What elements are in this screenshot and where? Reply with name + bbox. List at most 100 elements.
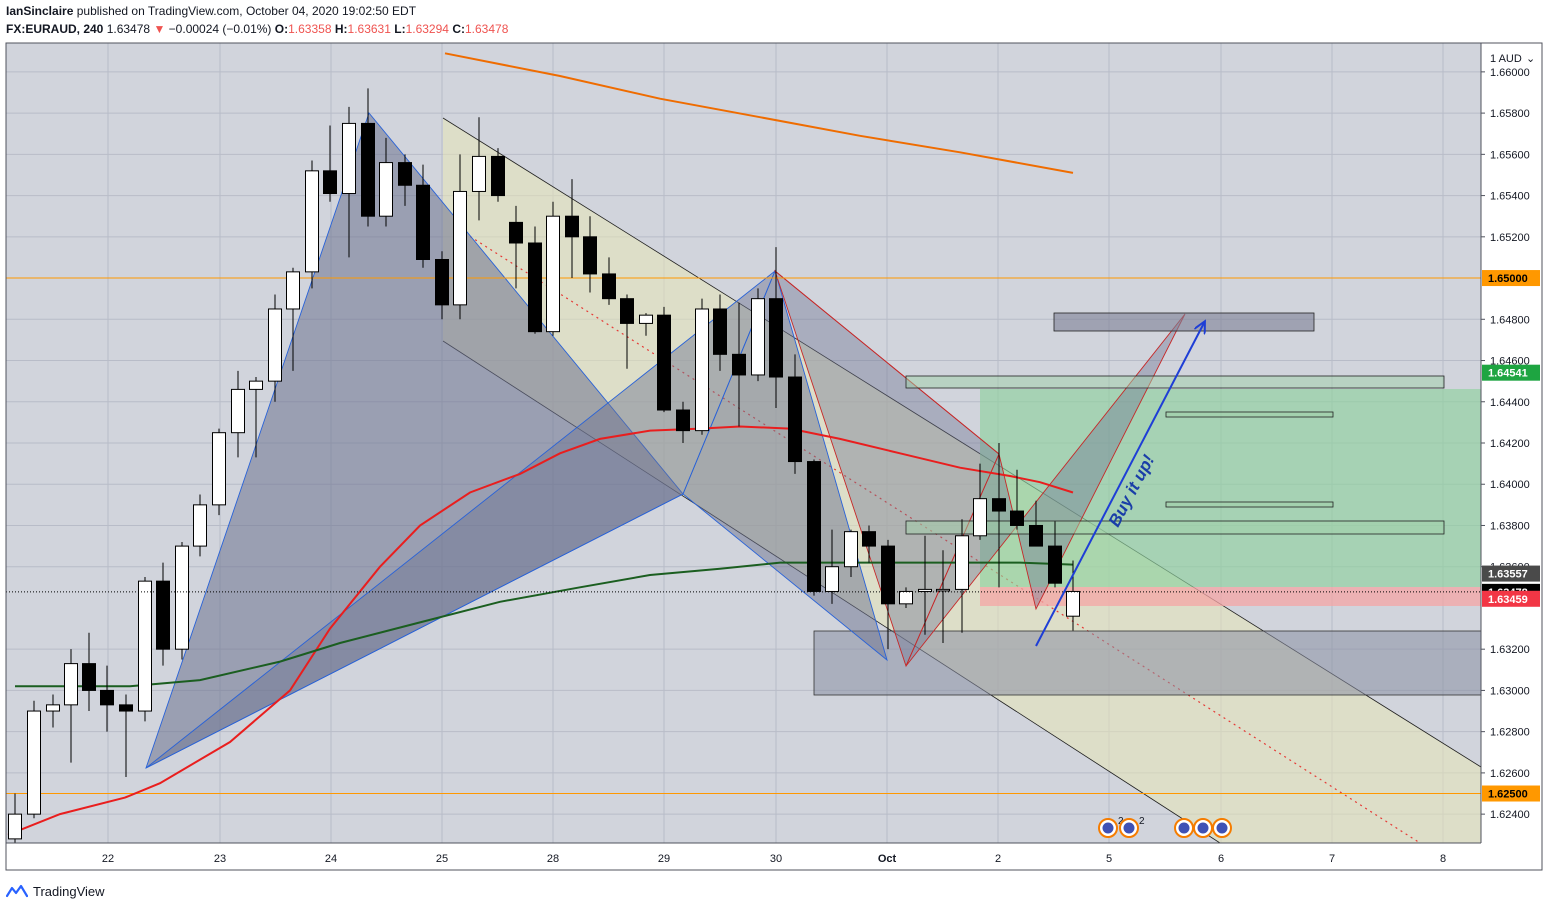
resistance-box-2: [1165, 411, 1334, 418]
candle-body: [119, 704, 133, 712]
x-tick-label: 30: [770, 853, 782, 865]
candle: [416, 164, 430, 268]
candle: [453, 154, 467, 320]
candle: [249, 377, 263, 458]
y-tick-label: 1.63000: [1490, 685, 1530, 697]
candle: [955, 519, 969, 633]
symbol-label: FX:EURAUD, 240: [6, 22, 104, 36]
y-tick-label: 1.66000: [1490, 67, 1530, 79]
candle: [268, 294, 282, 402]
candle-body: [732, 353, 746, 376]
x-tick-label: 28: [547, 853, 559, 865]
low-value: 1.63294: [405, 22, 449, 36]
down-arrow-icon: ▼: [153, 22, 166, 36]
x-axis[interactable]: 22 23 24 25 28 29 30 Oct 2 5 6 7 8: [102, 853, 1446, 865]
candle-body: [546, 215, 560, 333]
price-tag-label: 1.65000: [1488, 273, 1528, 285]
publish-info: published on TradingView.com, October 04…: [76, 4, 417, 18]
candle-body: [602, 273, 616, 300]
x-tick-label: 25: [436, 853, 448, 865]
candle-body: [398, 162, 412, 186]
candle: [472, 117, 486, 221]
candle: [602, 257, 616, 305]
candle-body: [175, 545, 189, 650]
footer-brand[interactable]: TradingView: [33, 883, 105, 899]
candle: [973, 463, 987, 540]
candle-body: [509, 221, 523, 244]
event-core: [1178, 822, 1190, 834]
candle-body: [82, 663, 96, 691]
candle-body: [936, 588, 950, 592]
candle: [1048, 521, 1062, 588]
x-tick-label: 5: [1106, 853, 1112, 865]
calendar-event-icon[interactable]: 2: [1119, 816, 1145, 838]
candle: [899, 587, 913, 608]
candle-body: [138, 580, 152, 712]
candle: [8, 793, 22, 843]
candle: [695, 298, 709, 435]
author-name[interactable]: IanSinclaire: [6, 4, 74, 18]
candle: [305, 160, 319, 289]
candle-body: [807, 461, 821, 592]
candle-body: [435, 258, 449, 306]
close-value: 1.63478: [464, 22, 509, 36]
candle-body: [862, 531, 876, 547]
price-tag-red: 1.63459: [1482, 590, 1540, 607]
calendar-event-icon[interactable]: [1174, 818, 1194, 838]
event-core: [1197, 822, 1209, 834]
candle: [286, 267, 300, 371]
candle-body: [305, 170, 319, 273]
tradingview-logo-icon: [6, 884, 28, 898]
calendar-event-icon[interactable]: [1212, 818, 1232, 838]
ma-fast-line: [7, 425, 1074, 836]
candle-body: [583, 236, 597, 275]
candle-body: [565, 215, 579, 238]
candle: [509, 205, 523, 289]
candle: [398, 154, 412, 206]
y-axis[interactable]: 1.66000 1.65800 1.65600 1.65400 1.65200 1.648…: [1481, 67, 1530, 821]
y-tick-label: 1.64200: [1490, 438, 1530, 450]
candle-body: [881, 545, 895, 605]
y-tick-label: 1.64400: [1490, 397, 1530, 409]
candle-body: [64, 663, 78, 706]
target-box: [1053, 312, 1315, 332]
y-tick-label: 1.64000: [1490, 479, 1530, 491]
price-tag-bg: [1482, 565, 1540, 582]
x-tick-label: 23: [214, 853, 226, 865]
candle: [231, 370, 245, 458]
candle: [769, 247, 783, 408]
candle-body: [156, 580, 170, 650]
candle-body: [676, 409, 690, 432]
candle-body: [1048, 545, 1062, 584]
candle-body: [193, 504, 207, 547]
candle-body: [1029, 524, 1043, 547]
price-tag-bg: [1482, 785, 1540, 802]
candle: [807, 459, 821, 596]
candle-body: [379, 162, 393, 217]
header-line-1: IanSinclaire published on TradingView.co…: [6, 4, 416, 18]
price-tag-bg: [1482, 364, 1540, 381]
close-label: C:: [452, 22, 465, 36]
candle: [323, 125, 337, 202]
price-tag-label: 1.63459: [1488, 594, 1528, 606]
stop-zone: [980, 587, 1481, 606]
calendar-event-icon[interactable]: 2: [1098, 816, 1124, 838]
y-tick-label: 1.64600: [1490, 356, 1530, 368]
high-value: 1.63631: [347, 22, 391, 36]
candle: [175, 541, 189, 660]
calendar-event-icon[interactable]: [1193, 818, 1213, 838]
open-value: 1.63358: [288, 22, 332, 36]
candle: [64, 649, 78, 763]
candle-body: [8, 813, 22, 840]
y-tick-label: 1.65400: [1490, 191, 1530, 203]
candle: [193, 494, 207, 557]
y-tick-label: 1.63800: [1490, 520, 1530, 532]
price-tag-label: 1.63557: [1488, 569, 1528, 581]
candle-body: [27, 710, 41, 815]
pattern-2-leg: [774, 270, 1000, 455]
candle-body: [1066, 590, 1080, 617]
candle: [82, 632, 96, 712]
candle: [620, 294, 634, 369]
